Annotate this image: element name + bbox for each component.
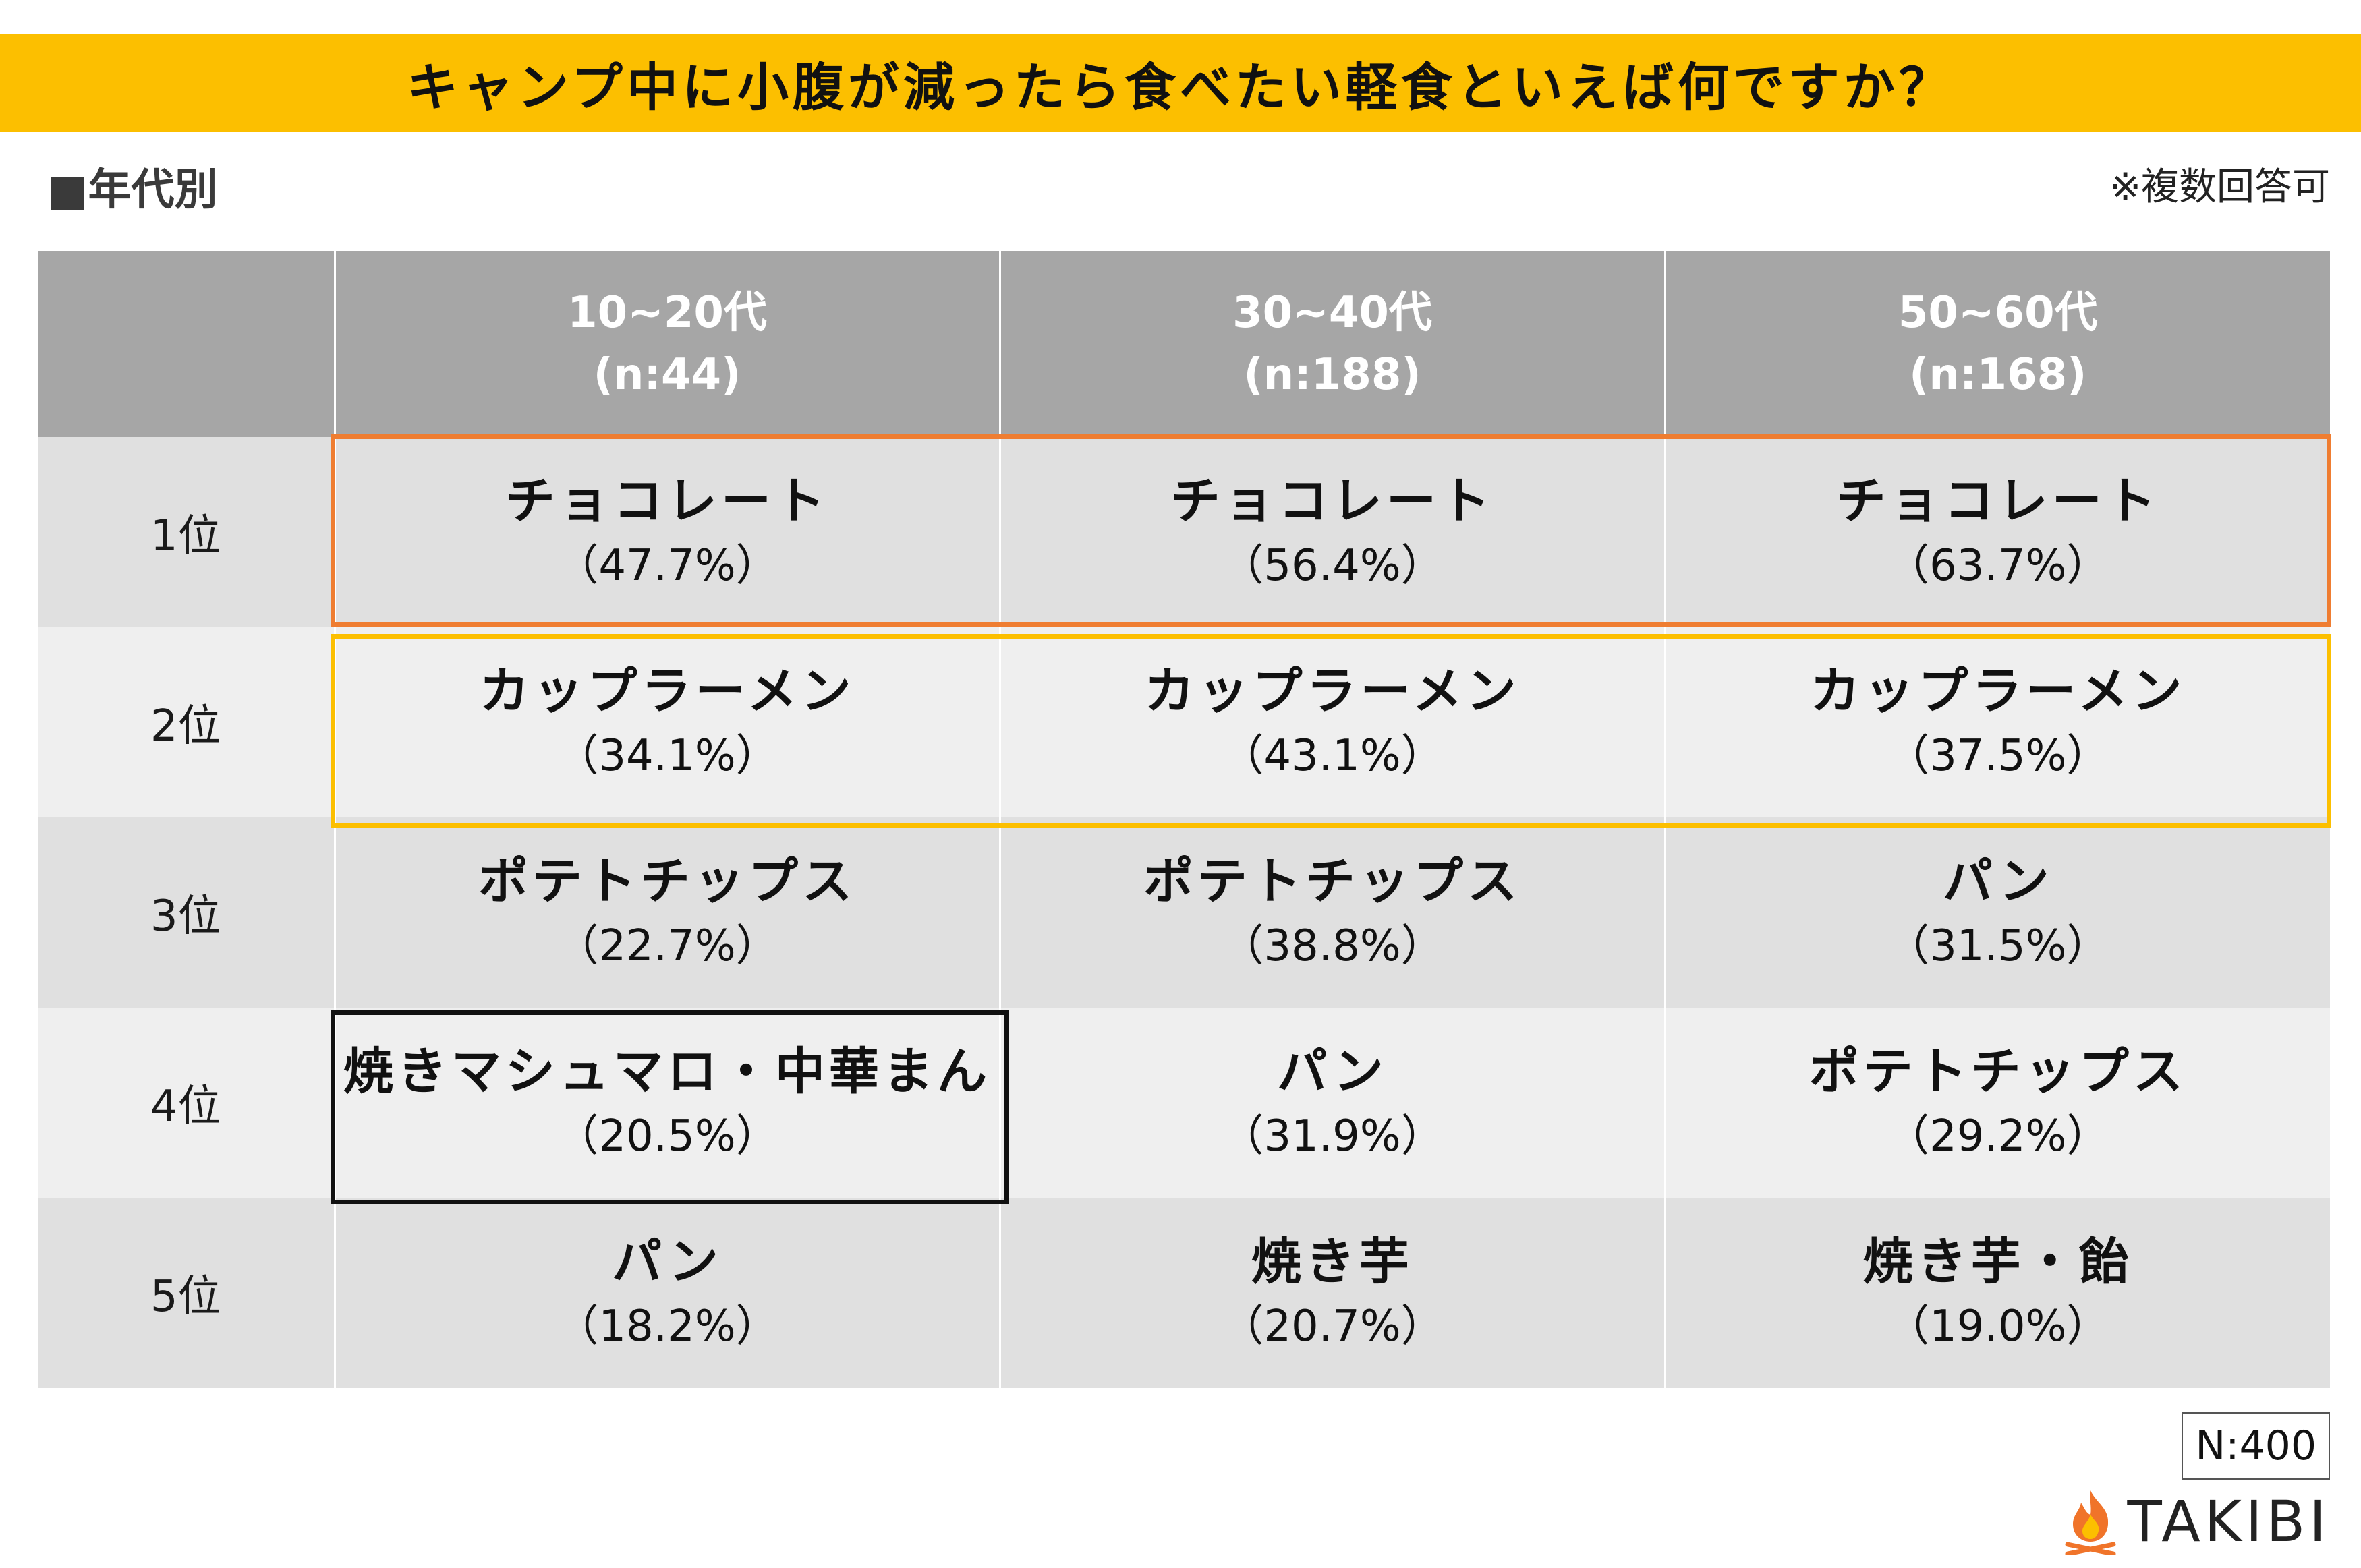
brand-name: TAKIBI <box>2127 1488 2330 1555</box>
table-row: 1位 チョコレート （47.7%） チョコレート （56.4%） チョコレート （63… <box>38 437 2330 627</box>
section-label: ■年代別 <box>47 165 218 215</box>
chart-title: キャンプ中に小腹が減ったら食べたい軽食といえば何ですか？ <box>407 57 1954 117</box>
percentage-label: （31.5%） <box>1886 921 2110 971</box>
age-group-label: 10~20代 <box>567 288 767 338</box>
food-name: パン <box>612 1233 722 1291</box>
food-name: パン <box>1942 852 2053 910</box>
food-name: カップラーメン <box>1144 662 1520 720</box>
total-sample-size: N:400 <box>2182 1412 2330 1480</box>
flame-icon <box>2065 1490 2116 1555</box>
food-name: ポテトチップス <box>1143 852 1521 910</box>
brand-logo: TAKIBI <box>2062 1488 2330 1555</box>
percentage-label: （19.0%） <box>1886 1302 2110 1352</box>
table-cell: ポテトチップス （29.2%） <box>1665 1008 2330 1198</box>
percentage-label: （38.8%） <box>1220 921 1444 971</box>
table-cell: チョコレート （63.7%） <box>1665 437 2330 627</box>
column-header: 30~40代 (n:188) <box>1000 251 1666 437</box>
food-name: カップラーメン <box>479 662 855 720</box>
table-cell: パン （31.5%） <box>1665 817 2330 1008</box>
food-name: 焼き芋 <box>1251 1233 1413 1291</box>
food-name: 焼き芋・飴 <box>1862 1233 2133 1291</box>
age-group-label: 30~40代 <box>1232 288 1432 338</box>
food-name: 焼きマシュマロ・中華まん <box>343 1043 991 1101</box>
percentage-label: （20.5%） <box>555 1111 779 1161</box>
percentage-label: （29.2%） <box>1886 1111 2110 1161</box>
table-row: 2位 カップラーメン （34.1%） カップラーメン （43.1%） カップラーメン… <box>38 627 2330 817</box>
percentage-label: （37.5%） <box>1886 731 2110 781</box>
rank-label: 1位 <box>38 437 336 627</box>
column-header: 10~20代 (n:44) <box>335 251 1001 437</box>
percentage-label: （34.1%） <box>555 731 779 781</box>
rank-label: 3位 <box>38 817 336 1008</box>
title-banner: キャンプ中に小腹が減ったら食べたい軽食といえば何ですか？ <box>0 34 2361 132</box>
food-name: チョコレート <box>505 472 829 530</box>
table-cell: カップラーメン （43.1%） <box>1000 627 1666 817</box>
table-cell: カップラーメン （37.5%） <box>1665 627 2330 817</box>
food-name: チョコレート <box>1836 472 2160 530</box>
food-name: ポテトチップス <box>478 852 856 910</box>
food-name: パン <box>1277 1043 1388 1101</box>
food-name: ポテトチップス <box>1809 1043 2187 1101</box>
table-row: 4位 焼きマシュマロ・中華まん （20.5%） パン （31.9%） ポテトチップス… <box>38 1008 2330 1198</box>
percentage-label: （47.7%） <box>555 541 779 591</box>
sample-size-label: (n:44) <box>593 350 741 400</box>
sample-size-label: (n:168) <box>1909 350 2087 400</box>
table-row: 3位 ポテトチップス （22.7%） ポテトチップス （38.8%） パン （31.5… <box>38 817 2330 1008</box>
table-cell: 焼き芋 （20.7%） <box>1000 1198 1666 1388</box>
sample-size-label: (n:188) <box>1243 350 1421 400</box>
header-corner <box>38 251 336 437</box>
percentage-label: （18.2%） <box>555 1302 779 1352</box>
age-group-label: 50~60代 <box>1898 288 2098 338</box>
table-row: 5位 パン （18.2%） 焼き芋 （20.7%） 焼き芋・飴 （19.0%） <box>38 1198 2330 1388</box>
column-header: 50~60代 (n:168) <box>1665 251 2330 437</box>
multiple-answer-note: ※複数回答可 <box>2109 165 2330 209</box>
percentage-label: （56.4%） <box>1220 541 1444 591</box>
table-cell: カップラーメン （34.1%） <box>335 627 1001 817</box>
table-cell: チョコレート （56.4%） <box>1000 437 1666 627</box>
rank-label: 2位 <box>38 627 336 817</box>
percentage-label: （31.9%） <box>1220 1111 1444 1161</box>
percentage-label: （43.1%） <box>1220 731 1444 781</box>
table-cell: 焼きマシュマロ・中華まん （20.5%） <box>335 1008 1001 1198</box>
food-name: チョコレート <box>1170 472 1494 530</box>
table-cell: チョコレート （47.7%） <box>335 437 1001 627</box>
food-name: カップラーメン <box>1810 662 2186 720</box>
table-cell: ポテトチップス （22.7%） <box>335 817 1001 1008</box>
percentage-label: （63.7%） <box>1886 541 2110 591</box>
table-header-row: 10~20代 (n:44) 30~40代 (n:188) 50~60代 (n:1… <box>38 251 2330 437</box>
percentage-label: （20.7%） <box>1220 1302 1444 1352</box>
table-cell: パン （18.2%） <box>335 1198 1001 1388</box>
table-cell: ポテトチップス （38.8%） <box>1000 817 1666 1008</box>
ranking-table: 10~20代 (n:44) 30~40代 (n:188) 50~60代 (n:1… <box>38 251 2330 1388</box>
rank-label: 5位 <box>38 1198 336 1388</box>
table-cell: 焼き芋・飴 （19.0%） <box>1665 1198 2330 1388</box>
percentage-label: （22.7%） <box>555 921 779 971</box>
table-cell: パン （31.9%） <box>1000 1008 1666 1198</box>
rank-label: 4位 <box>38 1008 336 1198</box>
